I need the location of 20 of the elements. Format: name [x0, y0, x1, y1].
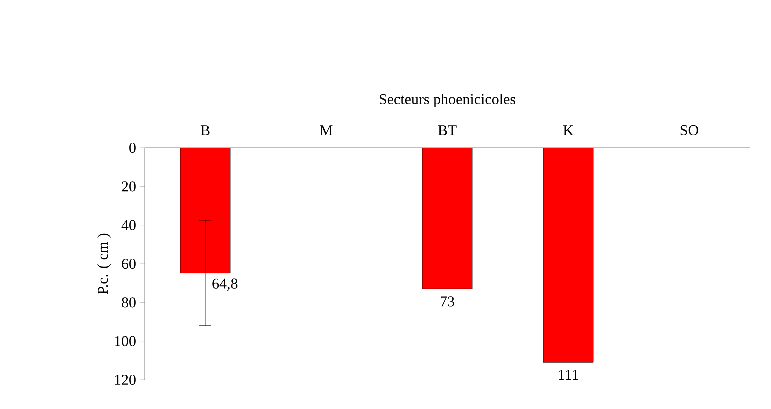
- y-axis-title: P.c. ( cm ): [98, 234, 112, 294]
- x-tick-label: B: [200, 126, 210, 136]
- y-tick-label: 0: [130, 142, 136, 154]
- data-label: 64,8: [212, 278, 238, 292]
- y-tick-label: 40: [122, 220, 136, 230]
- y-tick-label: 60: [122, 258, 136, 270]
- x-tick-label: SO: [680, 125, 698, 136]
- y-tick-label: 120: [115, 374, 136, 386]
- x-tick-label: K: [564, 126, 574, 136]
- x-tick-label: BT: [438, 126, 457, 136]
- bar: [422, 148, 473, 290]
- bar: [180, 148, 231, 274]
- y-tick-label: 80: [122, 298, 136, 308]
- x-axis-title: Secteurs phoenicicoles: [380, 94, 516, 108]
- x-tick-label: M: [320, 126, 333, 136]
- data-label: 111: [559, 370, 578, 380]
- y-tick-label: 20: [122, 182, 136, 192]
- bar: [543, 148, 594, 363]
- data-label: 73: [440, 296, 454, 307]
- y-tick-label: 100: [115, 336, 136, 346]
